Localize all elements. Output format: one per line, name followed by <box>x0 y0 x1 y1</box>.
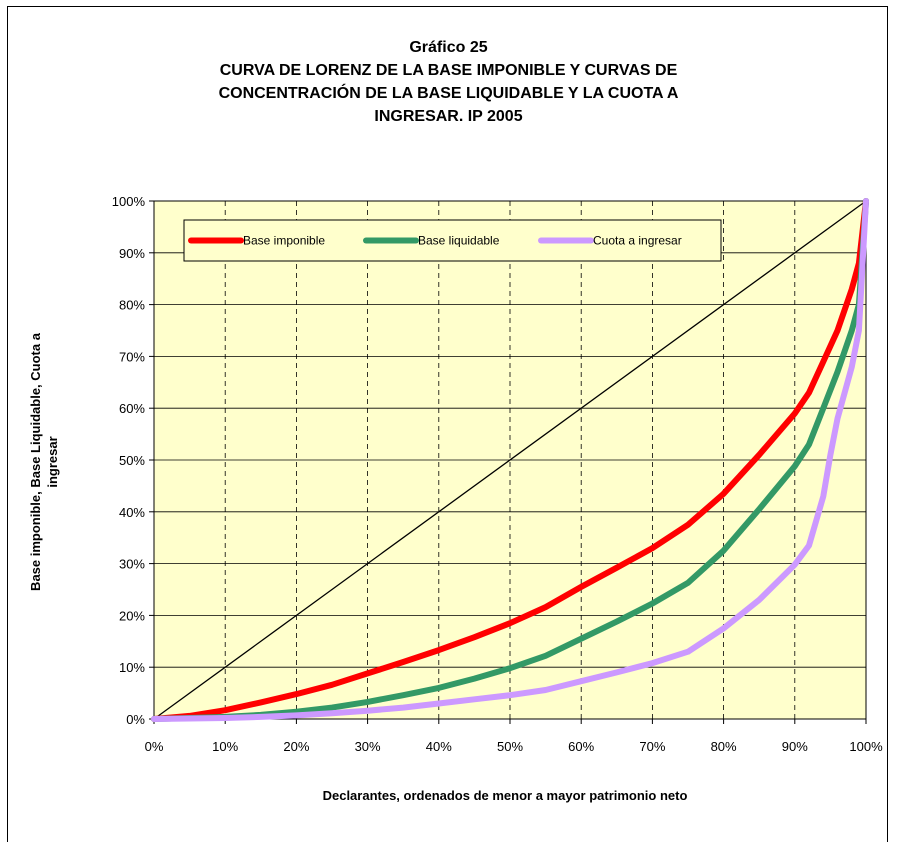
x-tick-label: 0% <box>145 739 164 754</box>
y-tick-label: 10% <box>119 660 145 675</box>
x-tick-label: 100% <box>849 739 883 754</box>
y-tick-label: 90% <box>119 246 145 261</box>
chart-title-line-1: Gráfico 25 <box>409 39 488 56</box>
chart-title: Gráfico 25 CURVA DE LORENZ DE LA BASE IM… <box>0 36 897 128</box>
x-tick-label: 20% <box>283 739 309 754</box>
x-tick-label: 60% <box>568 739 594 754</box>
x-tick-label: 30% <box>355 739 381 754</box>
equality-line <box>153 200 867 720</box>
legend-label-base-imponible: Base imponible <box>243 234 325 248</box>
legend-label-cuota-a-ingresar: Cuota a ingresar <box>593 234 682 248</box>
y-tick-label: 50% <box>119 453 145 468</box>
x-tick-label: 50% <box>497 739 523 754</box>
y-axis-title-line-1: Base imponible, Base Liquidable, Cuota a <box>28 332 43 591</box>
series-base-imponible-line <box>151 198 869 722</box>
chart-frame <box>7 6 888 842</box>
x-tick-label: 80% <box>711 739 737 754</box>
chart-title-line-3: CONCENTRACIÓN DE LA BASE LIQUIDABLE Y LA… <box>218 85 679 102</box>
y-tick-label: 60% <box>119 401 145 416</box>
y-tick-label: 80% <box>119 298 145 313</box>
chart-title-line-2: CURVA DE LORENZ DE LA BASE IMPONIBLE Y C… <box>219 62 678 79</box>
legend-label-base-liquidable: Base liquidable <box>418 234 500 248</box>
x-tick-label: 90% <box>782 739 808 754</box>
x-tick-label: 10% <box>212 739 238 754</box>
x-axis-title: Declarantes, ordenados de menor a mayor … <box>323 788 688 803</box>
series-cuota-a-ingresar-line <box>151 198 869 722</box>
y-axis-title-line-2: ingresar <box>45 436 60 487</box>
y-tick-label: 40% <box>119 505 145 520</box>
y-tick-label: 70% <box>119 349 145 364</box>
y-tick-label: 30% <box>119 557 145 572</box>
x-tick-label: 40% <box>426 739 452 754</box>
series-base-liquidable-line <box>151 198 869 722</box>
y-tick-label: 100% <box>112 194 146 209</box>
y-tick-label: 0% <box>126 712 145 727</box>
x-tick-label: 70% <box>639 739 665 754</box>
y-tick-label: 20% <box>119 608 145 623</box>
legend-box <box>183 219 722 262</box>
chart-title-line-4: INGRESAR. IP 2005 <box>374 108 523 125</box>
